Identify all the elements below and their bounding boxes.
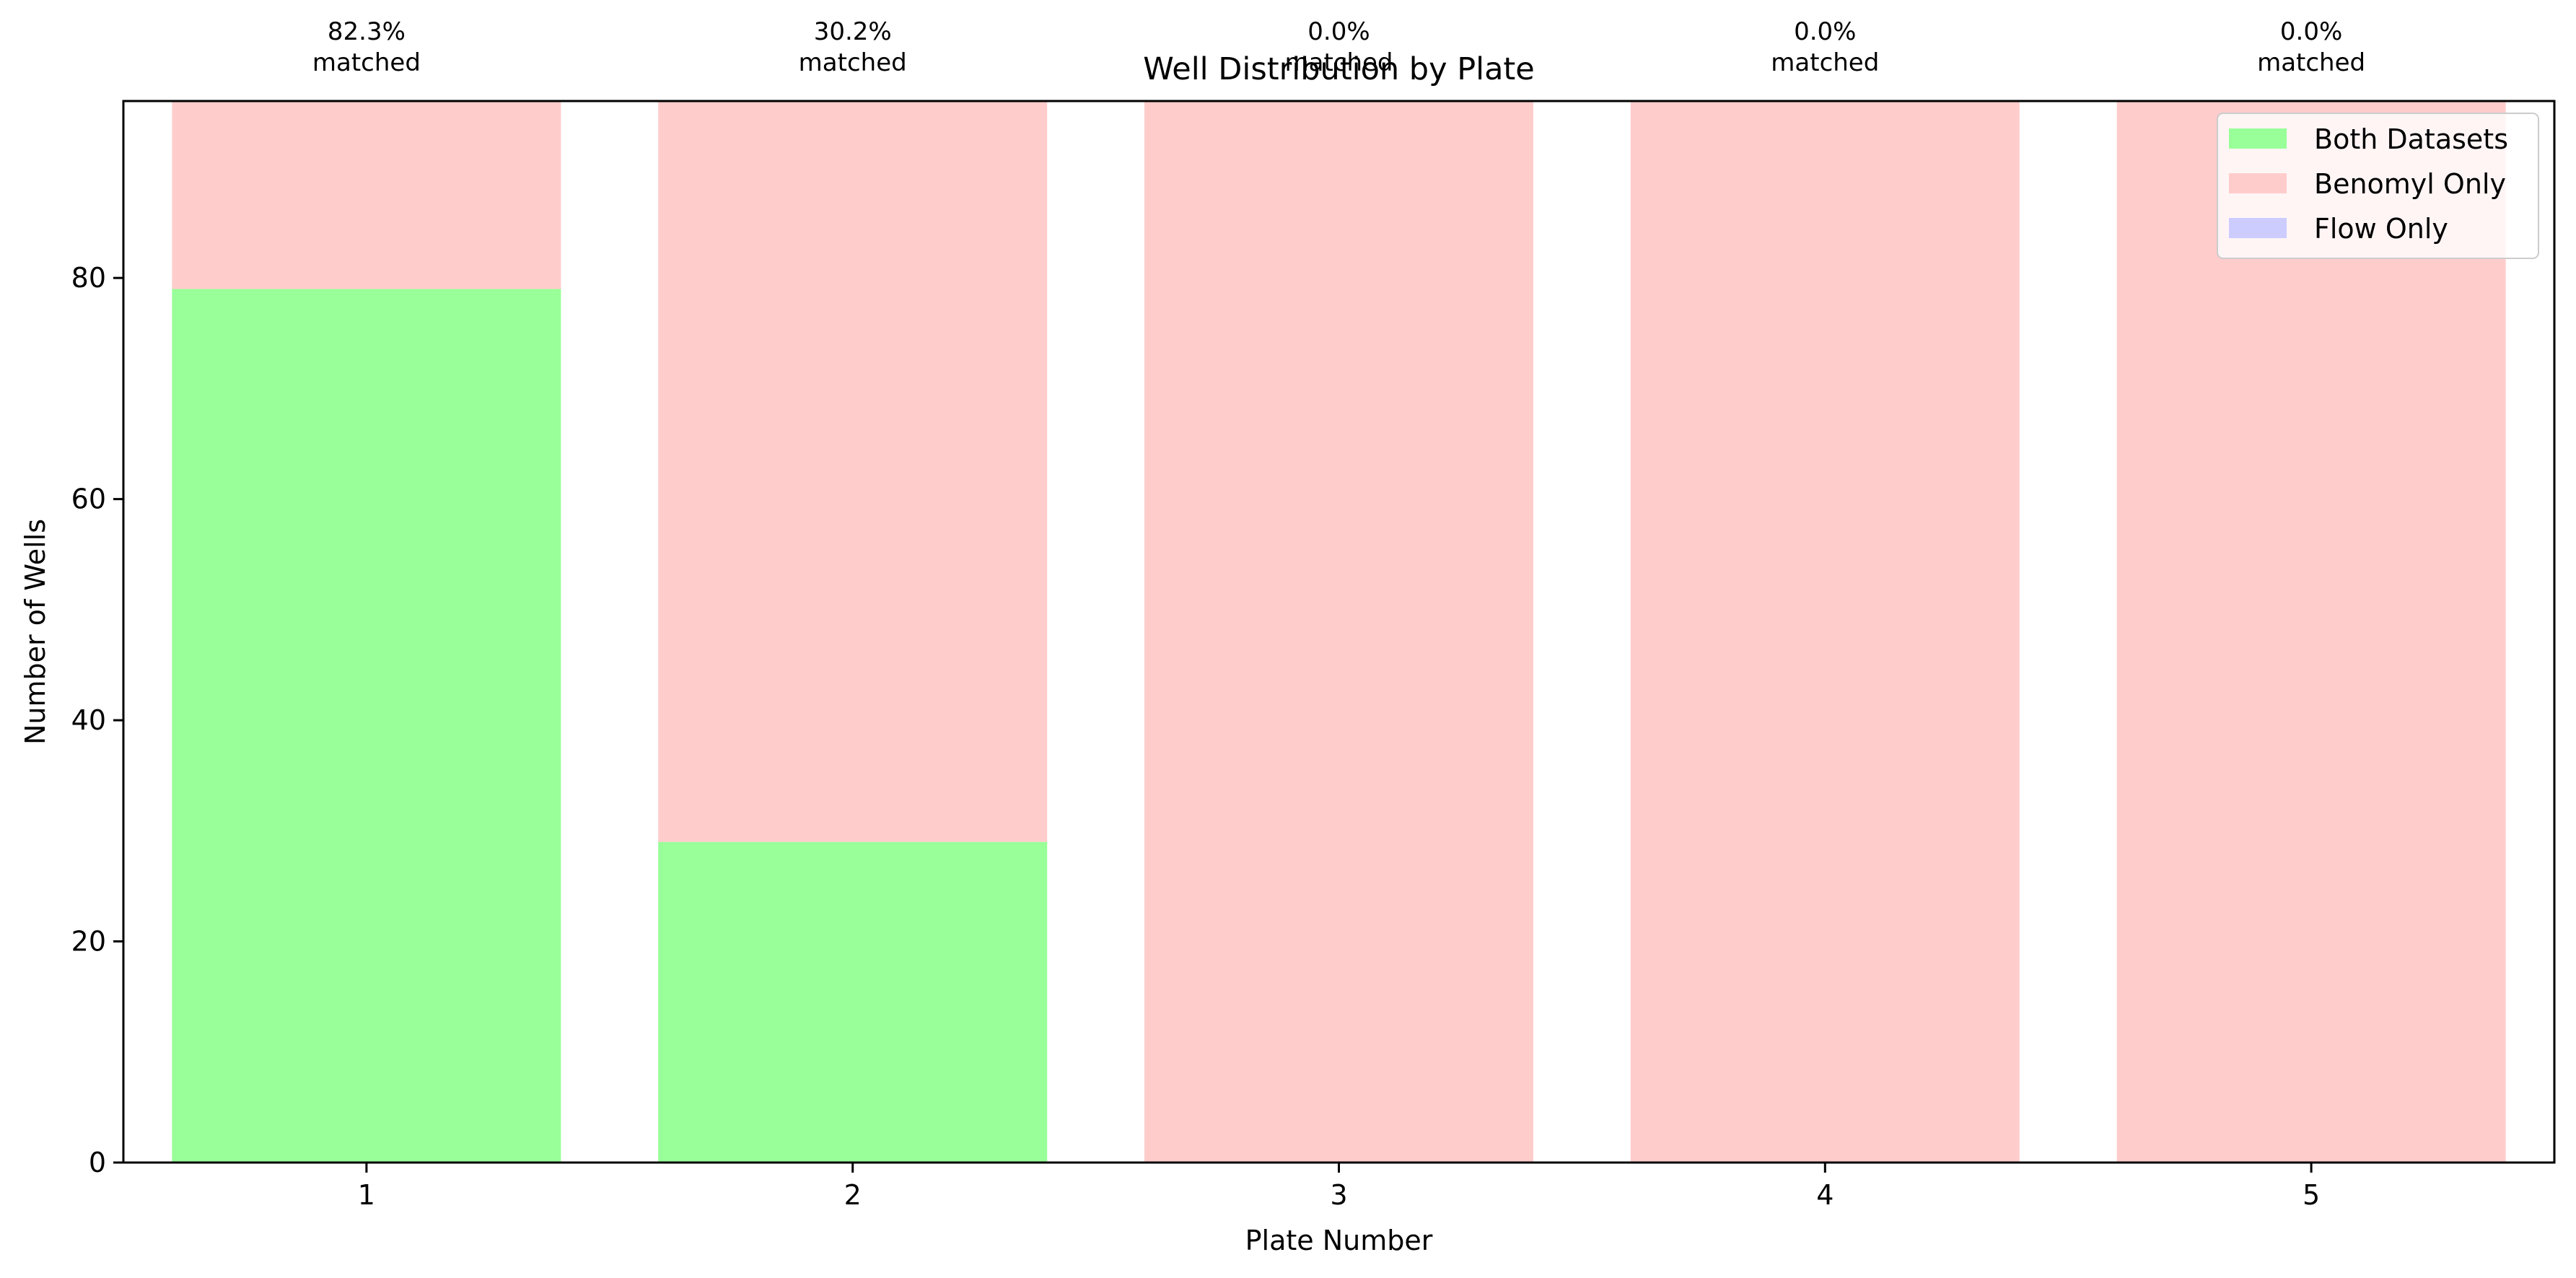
annotation-text: matched — [799, 48, 907, 77]
x-tick-label: 4 — [1816, 1179, 1834, 1211]
bars-group — [172, 101, 2506, 1163]
annotation-pct: 82.3% — [328, 17, 406, 46]
legend-swatch — [2229, 218, 2287, 238]
legend-label: Benomyl Only — [2314, 168, 2506, 200]
x-tick-label: 2 — [844, 1179, 862, 1211]
bar-plate-1-series-1 — [172, 101, 561, 289]
annotation-pct: 0.0% — [2280, 17, 2342, 46]
y-axis: 0 20 40 60 80 — [71, 262, 123, 1178]
annotation-text: matched — [1771, 48, 1879, 77]
annotation-pct: 0.0% — [1794, 17, 1856, 46]
y-tick-label: 40 — [71, 704, 106, 736]
annotation-text: matched — [1284, 48, 1393, 77]
legend-swatch — [2229, 173, 2287, 193]
bar-plate-2-series-1 — [658, 101, 1048, 842]
y-tick-label: 0 — [89, 1147, 106, 1178]
x-axis: 1 2 3 4 5 — [358, 1163, 2320, 1211]
legend: Both Datasets Benomyl Only Flow Only — [2217, 113, 2539, 259]
chart-title: Well Distribution by Plate — [1143, 51, 1535, 87]
y-tick-label: 60 — [71, 483, 106, 515]
legend-box — [2217, 113, 2539, 259]
legend-swatch — [2229, 128, 2287, 149]
annotation-text: matched — [2257, 48, 2365, 77]
legend-label: Both Datasets — [2314, 123, 2508, 155]
annotation-pct: 30.2% — [814, 17, 892, 46]
bar-plate-5-series-1 — [2116, 101, 2506, 1163]
bar-plate-3-series-1 — [1144, 101, 1534, 1163]
y-tick-label: 20 — [71, 926, 106, 958]
x-tick-label: 5 — [2303, 1179, 2320, 1211]
bar-annotations: 82.3%matched30.2%matched0.0%matched0.0%m… — [312, 17, 2365, 77]
bar-plate-1-series-0 — [172, 289, 561, 1163]
x-tick-label: 1 — [358, 1179, 375, 1211]
y-tick-label: 80 — [71, 262, 106, 294]
bar-plate-4-series-1 — [1630, 101, 2020, 1163]
y-axis-title: Number of Wells — [19, 519, 51, 745]
bar-plate-2-series-0 — [658, 841, 1048, 1163]
annotation-text: matched — [312, 48, 421, 77]
annotation-pct: 0.0% — [1307, 17, 1370, 46]
x-tick-label: 3 — [1330, 1179, 1347, 1211]
legend-label: Flow Only — [2314, 213, 2448, 245]
x-axis-title: Plate Number — [1245, 1225, 1433, 1256]
